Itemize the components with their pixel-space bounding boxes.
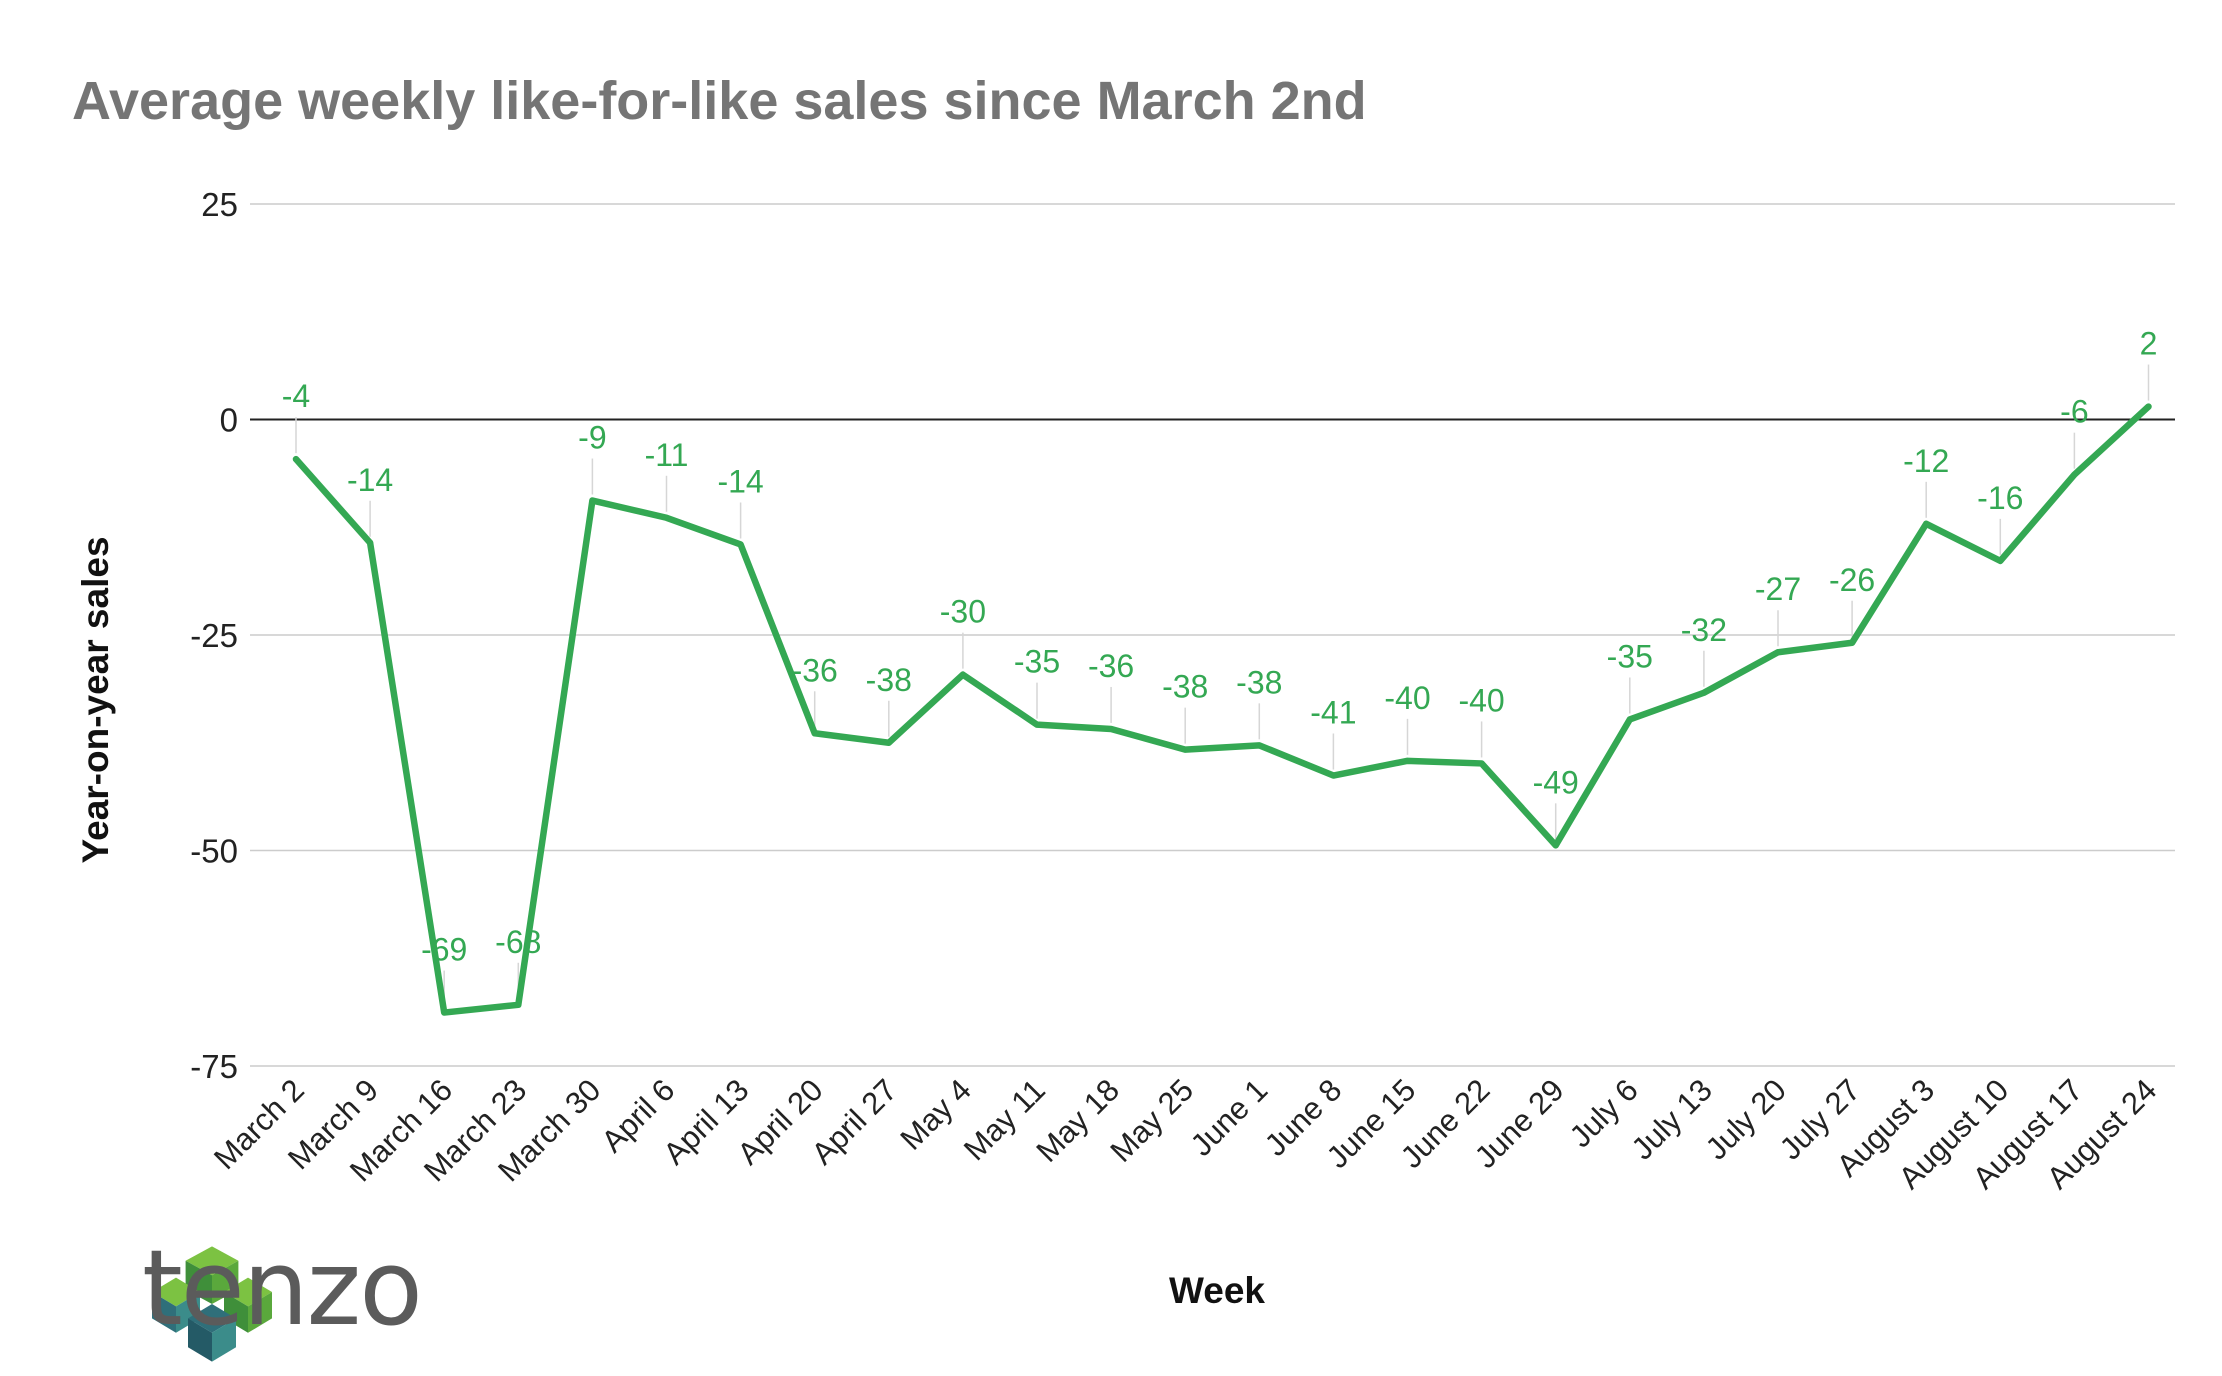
data-point [1552, 842, 1559, 849]
data-point [293, 456, 299, 463]
data-point [367, 539, 374, 546]
series-line [292, 403, 2152, 1016]
data-label: -4 [282, 378, 310, 414]
data-label: -36 [1088, 648, 1134, 684]
x-axis-title: Week [1169, 1270, 1265, 1311]
x-tick-label: July 13 [1625, 1072, 1719, 1166]
x-tick-label: May 25 [1104, 1072, 1201, 1169]
x-tick-label: June 1 [1184, 1072, 1275, 1163]
data-point [1034, 721, 1040, 728]
data-point [1404, 757, 1411, 764]
data-point [1182, 746, 1189, 753]
data-point [1775, 649, 1781, 656]
y-tick-label: 0 [220, 402, 238, 439]
data-label: -12 [1903, 443, 1949, 479]
y-tick-label: -50 [190, 833, 238, 870]
data-point [1478, 760, 1485, 767]
x-tick-label: July 20 [1699, 1072, 1793, 1166]
data-label: -49 [1533, 764, 1579, 800]
data-point [1700, 689, 1707, 696]
chart-title: Average weekly like-for-like sales since… [72, 71, 1367, 131]
data-label: -6 [2060, 394, 2088, 430]
data-label: -40 [1458, 682, 1504, 718]
label-leader-lines [295, 364, 2150, 1007]
data-label: 2 [2140, 326, 2158, 362]
data-label: -40 [1384, 680, 1430, 716]
data-label: -32 [1681, 612, 1727, 648]
data-label: -38 [866, 662, 912, 698]
x-tick-label: May 18 [1029, 1072, 1126, 1169]
data-point [1626, 716, 1633, 723]
y-axis-ticks: 25 0 -25 -50 -75 [190, 186, 238, 1085]
y-axis-title: Year-on-year sales [75, 536, 116, 863]
data-point [663, 514, 670, 521]
data-point [1330, 772, 1337, 779]
data-point [515, 1001, 522, 1008]
data-point [885, 739, 892, 746]
data-point [441, 1009, 448, 1016]
data-label: -14 [717, 463, 763, 499]
data-label: -36 [792, 652, 838, 688]
data-label: -41 [1310, 695, 1356, 731]
data-point [811, 730, 818, 737]
data-labels: -4 -14 -69 -68 -9 -11 -14 -36 -38 -30 -35 -36 -38 -38… [282, 326, 2158, 968]
tenzo-logo-icon [152, 1246, 272, 1362]
y-tick-label: -75 [190, 1048, 238, 1085]
data-label: -35 [1014, 644, 1060, 680]
data-label: -9 [578, 420, 606, 456]
data-label: -69 [421, 932, 467, 968]
data-label: -68 [495, 924, 541, 960]
data-point [1997, 557, 2004, 564]
data-point [589, 497, 596, 504]
data-point [1256, 742, 1263, 749]
brand-wordmark: tenzo [142, 1227, 423, 1349]
y-tick-label: 25 [201, 186, 238, 223]
data-label: -14 [347, 462, 393, 498]
data-label: -11 [645, 437, 689, 473]
data-point [2145, 403, 2152, 410]
data-point [737, 541, 744, 548]
data-label: -26 [1829, 562, 1875, 598]
data-point [1108, 725, 1115, 732]
data-point [2071, 471, 2078, 478]
data-label: -16 [1977, 480, 2023, 516]
data-label: -38 [1162, 669, 1208, 705]
data-point [1923, 520, 1930, 527]
data-point [959, 671, 966, 678]
data-label: -27 [1755, 571, 1801, 607]
series-line-layer [292, 403, 2152, 1016]
y-tick-label: -25 [190, 617, 238, 654]
data-label: -38 [1236, 664, 1282, 700]
data-label: -35 [1607, 638, 1653, 674]
data-point [1849, 639, 1856, 646]
data-label: -30 [940, 594, 986, 630]
